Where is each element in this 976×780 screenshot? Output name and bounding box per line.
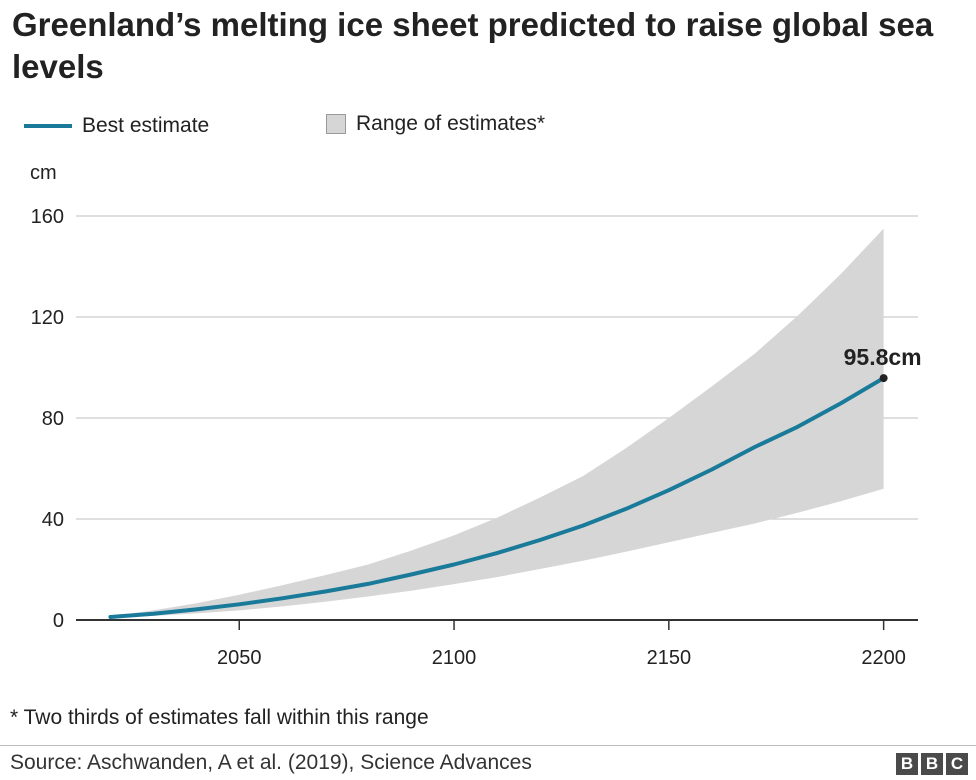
legend-best-label: Best estimate (82, 114, 210, 137)
end-value-label: 95.8cm (844, 344, 922, 370)
best-estimate-end-point (879, 374, 888, 383)
y-tick-label: 40 (42, 509, 64, 531)
y-tick-label: 120 (31, 307, 64, 329)
x-tick-label: 2200 (861, 647, 906, 669)
legend-best-estimate: Best estimate (24, 112, 209, 140)
bbc-logo-letter: C (946, 753, 968, 775)
x-tick-label: 2150 (647, 647, 692, 669)
bbc-logo-letter: B (896, 753, 918, 775)
x-tick-label: 2050 (217, 647, 262, 669)
chart-title: Greenland’s melting ice sheet predicted … (12, 6, 934, 85)
x-tick-label: 2100 (432, 647, 477, 669)
x-axis-ticks: 2050 2100 2150 2200 (217, 620, 906, 669)
y-tick-labels: 0 40 80 120 160 (31, 206, 64, 632)
bbc-logo-letter: B (921, 753, 943, 775)
footnote: * Two thirds of estimates fall within th… (10, 706, 429, 729)
legend-range-label: Range of estimates* (356, 112, 546, 135)
range-of-estimates-area (110, 228, 884, 618)
legend-range-of-estimates: Range of estimates* (326, 110, 545, 138)
legend-area-swatch (326, 114, 346, 134)
y-axis-unit: cm (30, 162, 57, 184)
sea-level-chart: 0 40 80 120 160 2050 2100 2150 2200 95.8cm (31, 206, 922, 669)
y-tick-label: 0 (53, 610, 64, 632)
y-tick-label: 160 (31, 206, 64, 228)
best-estimate-line (108, 376, 886, 619)
source-credit: Source: Aschwanden, A et al. (2019), Sci… (10, 751, 532, 774)
footer-divider (0, 745, 976, 746)
y-tick-label: 80 (42, 408, 64, 430)
legend-line-swatch (24, 124, 72, 128)
bbc-logo: B B C (896, 753, 968, 775)
